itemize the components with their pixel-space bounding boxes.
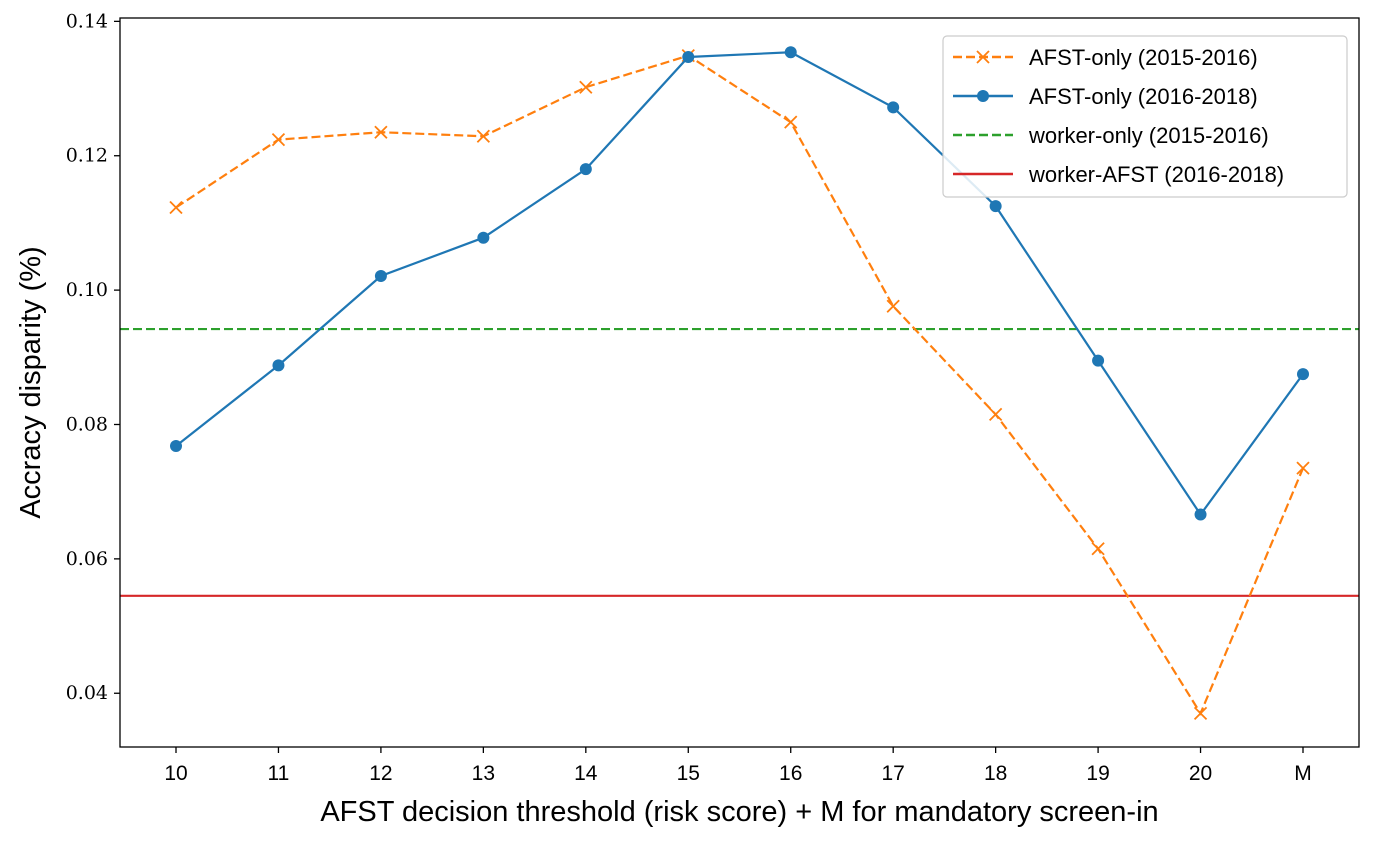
x-tick-label-15: 15: [677, 762, 700, 785]
series-2-point-M: [1297, 368, 1309, 381]
series-2-point-19: [1092, 354, 1105, 367]
legend-marker-2: [977, 90, 989, 102]
plot-area: [120, 46, 1359, 721]
y-tick-label-0: 0.04: [66, 682, 108, 704]
x-tick-label-10: 10: [164, 762, 187, 785]
legend-label-1: AFST-only (2015-2016): [1029, 45, 1258, 70]
series-1-point-20: [1193, 706, 1208, 721]
legend: AFST-only (2015-2016) AFST-only (2016-201…: [942, 35, 1348, 198]
series-2-point-13: [477, 231, 490, 244]
series-2-point-11: [272, 359, 285, 372]
x-tick-label-18: 18: [984, 762, 1007, 785]
series-2-point-10: [170, 439, 182, 452]
series-1-point-14: [579, 80, 593, 94]
series-1-point-16: [784, 115, 798, 129]
series-1-point-12: [374, 125, 388, 139]
plot-frame: [119, 17, 1360, 748]
x-axis: 10 11 12 13 14 15 16 17 18 19 20 M: [164, 747, 1312, 785]
y-tick-label-2: 0.08: [66, 413, 108, 435]
series-2-point-15: [682, 50, 695, 63]
y-axis: 0.04 0.06 0.08 0.10 0.12 0.14: [66, 10, 120, 704]
x-tick-label-20: 20: [1189, 762, 1212, 785]
series-1-point-19: [1091, 542, 1105, 556]
series-2-point-20: [1194, 508, 1207, 521]
series-1-point-18: [988, 407, 1003, 422]
series-2-point-17: [887, 101, 900, 114]
series-1-point-10: [169, 200, 183, 215]
y-axis-label: Accracy disparity (%): [15, 246, 47, 518]
x-tick-label-11: 11: [268, 762, 290, 785]
series-2-point-12: [374, 270, 387, 283]
series-1-point-17: [886, 299, 900, 313]
series-2-point-16: [784, 46, 797, 59]
legend-label-2: AFST-only (2016-2018): [1029, 84, 1258, 109]
legend-marker-1: [976, 50, 990, 64]
x-tick-label-M: M: [1294, 762, 1312, 785]
legend-label-3: worker-only (2015-2016): [1028, 123, 1269, 148]
y-tick-label-1: 0.06: [66, 548, 108, 570]
legend-box: [942, 35, 1348, 198]
series-2-line: [175, 51, 1304, 517]
series-2-point-18: [989, 200, 1002, 213]
y-tick-label-5: 0.14: [66, 10, 108, 32]
series-2-point-14: [579, 163, 592, 176]
legend-label-4: worker-AFST (2016-2018): [1028, 162, 1284, 187]
x-tick-label-12: 12: [369, 762, 392, 785]
x-tick-label-13: 13: [472, 762, 495, 785]
series-1-point-13: [476, 129, 491, 143]
series-1-line: [175, 54, 1305, 716]
series-1-point-M: [1296, 461, 1310, 475]
x-tick-label-19: 19: [1086, 762, 1109, 785]
y-tick-label-3: 0.10: [66, 279, 108, 301]
x-axis-label: AFST decision threshold (risk score) + M…: [320, 796, 1158, 828]
x-tick-label-16: 16: [779, 762, 802, 785]
series-2: [170, 46, 1309, 521]
x-tick-label-14: 14: [574, 762, 598, 785]
series-1-point-11: [271, 132, 286, 147]
y-tick-label-4: 0.12: [66, 145, 108, 167]
x-tick-label-17: 17: [882, 762, 905, 785]
